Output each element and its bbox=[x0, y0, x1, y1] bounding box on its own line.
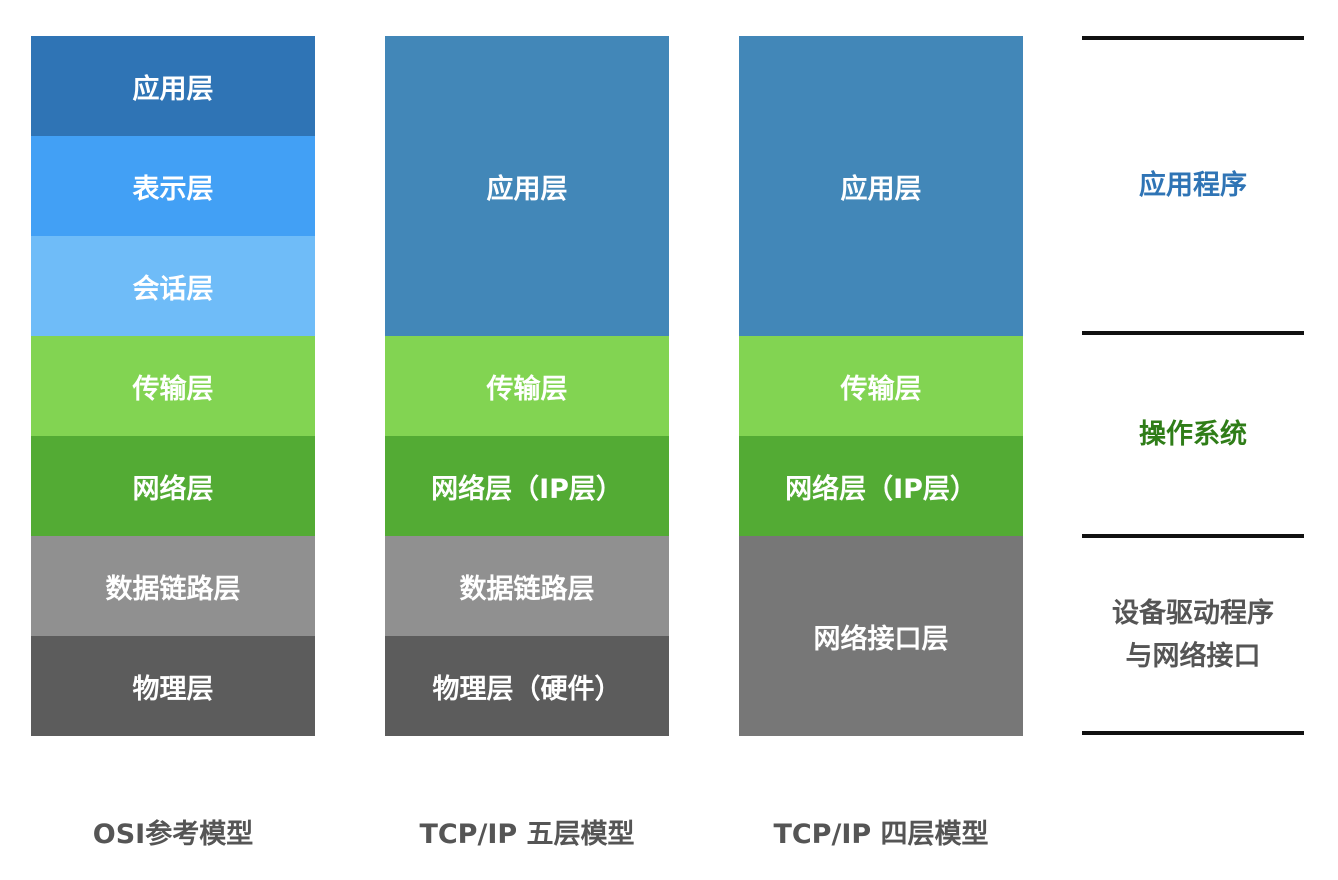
five-layer-caption: TCP/IP 五层模型 bbox=[419, 819, 635, 850]
osi-model-caption: OSI参考模型 bbox=[92, 819, 254, 850]
scope-driver-label: 设备驱动程序 与网络接口 bbox=[1082, 538, 1304, 731]
osi-physical-layer: 物理层 bbox=[31, 636, 315, 736]
osi-application-layer: 应用层 bbox=[31, 36, 315, 136]
osi-transport-layer: 传输层 bbox=[31, 336, 315, 436]
tcpip-five-layer-stack: 应用层 传输层 网络层（IP层） 数据链路层 物理层（硬件） bbox=[385, 36, 669, 736]
five-network-layer: 网络层（IP层） bbox=[385, 436, 669, 536]
four-transport-layer: 传输层 bbox=[739, 336, 1023, 436]
osi-session-layer: 会话层 bbox=[31, 236, 315, 336]
four-application-layer: 应用层 bbox=[739, 36, 1023, 336]
five-physical-layer: 物理层（硬件） bbox=[385, 636, 669, 736]
osi-network-layer: 网络层 bbox=[31, 436, 315, 536]
four-network-layer: 网络层（IP层） bbox=[739, 436, 1023, 536]
four-network-interface-layer: 网络接口层 bbox=[739, 536, 1023, 736]
osi-model-stack: 应用层 表示层 会话层 传输层 网络层 数据链路层 物理层 bbox=[31, 36, 315, 736]
four-layer-caption: TCP/IP 四层模型 bbox=[773, 819, 989, 850]
five-transport-layer: 传输层 bbox=[385, 336, 669, 436]
osi-presentation-layer: 表示层 bbox=[31, 136, 315, 236]
scope-divider-bottom bbox=[1082, 731, 1304, 735]
five-application-layer: 应用层 bbox=[385, 36, 669, 336]
scope-driver-line1: 设备驱动程序 bbox=[1112, 597, 1274, 629]
scope-divider-os-driver bbox=[1082, 534, 1304, 538]
osi-data-link-layer: 数据链路层 bbox=[31, 536, 315, 636]
scope-driver-line2: 与网络接口 bbox=[1125, 640, 1261, 672]
scope-application-label: 应用程序 bbox=[1139, 170, 1247, 201]
scope-os-label: 操作系统 bbox=[1139, 419, 1247, 450]
five-data-link-layer: 数据链路层 bbox=[385, 536, 669, 636]
tcpip-four-layer-stack: 应用层 传输层 网络层（IP层） 网络接口层 bbox=[739, 36, 1023, 736]
scope-divider-app-os bbox=[1082, 331, 1304, 335]
scope-divider-top bbox=[1082, 36, 1304, 40]
